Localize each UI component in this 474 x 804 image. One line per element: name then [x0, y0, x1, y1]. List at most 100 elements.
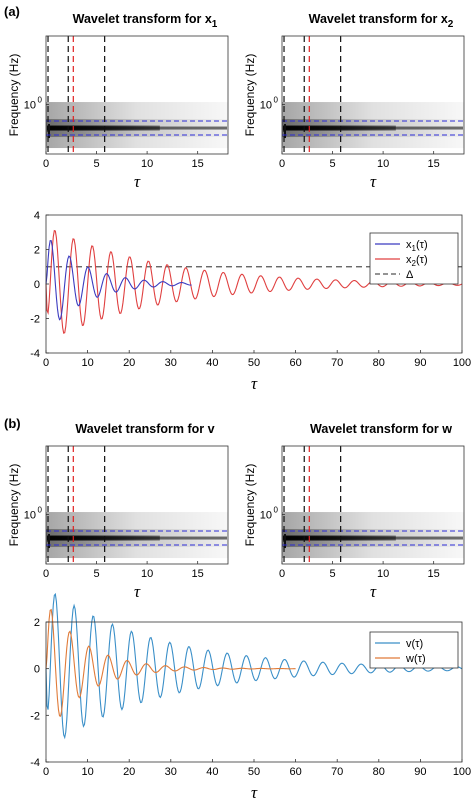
- y-axis-label: Frequency (Hz): [243, 464, 257, 547]
- panel-label-b: (b): [4, 416, 21, 431]
- y-axis-label: Frequency (Hz): [7, 54, 21, 137]
- title-subscript: 2: [448, 19, 454, 30]
- wavelet-onset-mark: [284, 124, 286, 139]
- x-tick-label: 5: [93, 158, 99, 170]
- x-tick-label: 100: [453, 766, 471, 778]
- x-tick-label: 60: [289, 357, 301, 369]
- plot-title: Wavelet transform for x2: [309, 12, 454, 30]
- x-tick-label: 5: [329, 158, 335, 170]
- legend-subscript: 2: [412, 259, 417, 268]
- x-tick-label: 0: [279, 158, 285, 170]
- legend-argument: (τ): [416, 254, 428, 266]
- x-tick-label: 40: [206, 357, 218, 369]
- x-tick-label: 90: [414, 766, 426, 778]
- legend-argument: (τ): [416, 239, 428, 251]
- legend: x1(τ)x2(τ)Δ: [369, 232, 459, 285]
- wavelet-energy-band: [283, 536, 463, 540]
- plot-frame: [281, 445, 465, 565]
- x-tick-label: 80: [373, 766, 385, 778]
- x-tick-label: 80: [373, 357, 385, 369]
- y-tick-label: 2: [34, 245, 40, 257]
- series-line-1: [45, 592, 463, 740]
- y-tick-exponent: 0: [274, 95, 279, 104]
- panel-label-a: (a): [4, 4, 20, 19]
- x-tick-label: 60: [289, 766, 301, 778]
- y-tick-exponent: 0: [274, 505, 279, 514]
- y-tick-label: -4: [30, 757, 40, 769]
- y-tick-label: 2: [34, 617, 40, 629]
- x-tick-label: 15: [192, 568, 204, 580]
- legend-box: [369, 631, 459, 669]
- x-axis-label: τ: [370, 582, 377, 601]
- legend: v(τ) w(τ): [369, 631, 459, 669]
- x-axis-label: τ: [251, 783, 258, 802]
- wavelet-energy-band: [47, 126, 227, 130]
- x-axis-label: τ: [134, 172, 141, 191]
- y-tick-label: 10: [24, 509, 36, 521]
- x-tick-label: 90: [414, 357, 426, 369]
- x-tick-label: 10: [377, 568, 389, 580]
- x-tick-label: 40: [206, 766, 218, 778]
- time-series-panel-a: 0 10 20 30 40 50 60 70 80 90 100 -4 -2 0 2 4 τ x1(τ)x2(τ)…: [30, 210, 471, 393]
- x-tick-label: 70: [331, 766, 343, 778]
- time-series-panel-b: 0 10 20 30 40 50 60 70 80 90 100 -4 -2 0 2 τ v(τ) w(τ): [30, 592, 471, 802]
- x-tick-label: 10: [81, 766, 93, 778]
- x-tick-label: 15: [428, 568, 440, 580]
- y-tick-label: 0: [34, 279, 40, 291]
- wavelet-onset-mark: [48, 534, 50, 549]
- legend-argument: (τ): [414, 653, 426, 665]
- series-line-2: [45, 608, 296, 717]
- wavelet-onset-mark: [48, 124, 50, 139]
- y-tick-label: 10: [260, 509, 272, 521]
- x-tick-label: 0: [43, 766, 49, 778]
- x-tick-label: 5: [93, 568, 99, 580]
- legend-label-2: x2(τ): [406, 254, 428, 268]
- legend-subscript: 1: [412, 244, 417, 253]
- plot-title: Wavelet transform for v: [75, 422, 214, 436]
- x-tick-label: 0: [43, 568, 49, 580]
- x-tick-label: 30: [165, 766, 177, 778]
- y-tick-label: 10: [24, 99, 36, 111]
- x-axis-label: τ: [370, 172, 377, 191]
- x-tick-label: 5: [329, 568, 335, 580]
- x-axis-label: τ: [251, 374, 258, 393]
- x-tick-label: 0: [43, 158, 49, 170]
- x-axis-label: τ: [134, 582, 141, 601]
- x-tick-label: 50: [248, 766, 260, 778]
- x-tick-label: 10: [141, 158, 153, 170]
- plot-frame: [281, 35, 465, 155]
- x-tick-label: 50: [248, 357, 260, 369]
- x-tick-label: 15: [192, 158, 204, 170]
- legend-label-2: w(τ): [405, 653, 426, 665]
- plot-frame: [45, 445, 229, 565]
- plot-title: Wavelet transform for x1: [73, 12, 218, 30]
- y-tick-label: 10: [260, 99, 272, 111]
- x-tick-label: 0: [43, 357, 49, 369]
- x-tick-label: 20: [123, 357, 135, 369]
- legend-argument: (τ): [412, 638, 424, 650]
- plot-frame: [45, 35, 229, 155]
- y-axis-label: Frequency (Hz): [243, 54, 257, 137]
- x-tick-label: 100: [453, 357, 471, 369]
- title-subscript: 1: [212, 19, 218, 30]
- wavelet-onset-mark: [284, 534, 286, 549]
- x-tick-label: 20: [123, 766, 135, 778]
- y-axis-label: Frequency (Hz): [7, 464, 21, 547]
- plot-title: Wavelet transform for w: [310, 422, 452, 436]
- y-tick-exponent: 0: [38, 95, 43, 104]
- legend-label-1: x1(τ): [406, 239, 428, 253]
- wavelet-energy-band: [283, 126, 463, 130]
- y-tick-label: 0: [34, 664, 40, 676]
- x-tick-label: 0: [279, 568, 285, 580]
- y-tick-label: 4: [34, 210, 40, 222]
- x-tick-label: 10: [141, 568, 153, 580]
- y-tick-exponent: 0: [38, 505, 43, 514]
- x-tick-label: 30: [165, 357, 177, 369]
- series-line-1: [45, 240, 192, 321]
- wavelet-energy-band: [47, 536, 227, 540]
